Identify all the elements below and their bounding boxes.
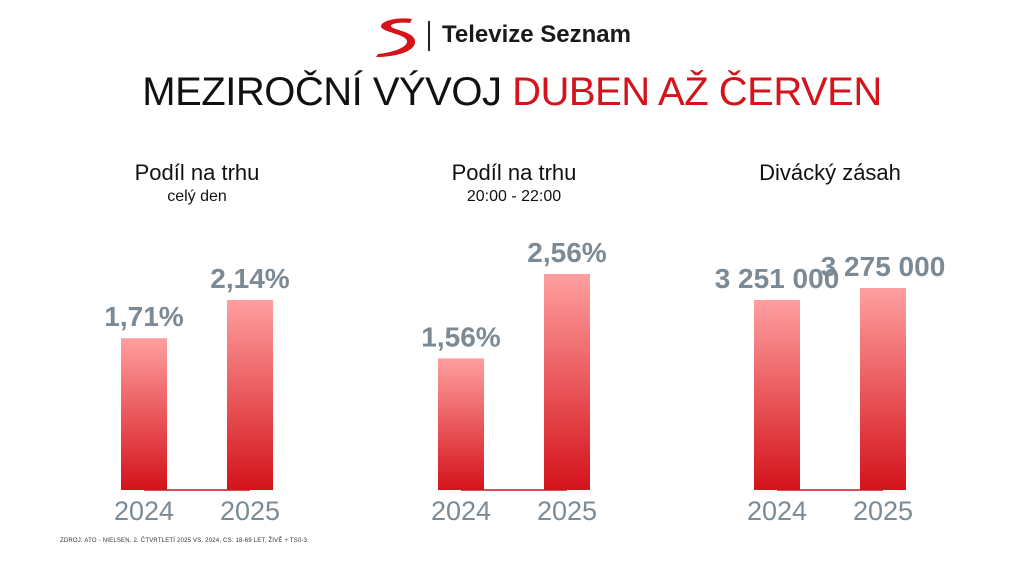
chart-title: Divácký zásah	[759, 160, 901, 185]
brand-separator	[428, 21, 430, 51]
category-label: 2024	[114, 496, 174, 526]
chart-panel-market-share-day: Podíl na trhu celý den 1,71% 2024 2,14% 202…	[47, 150, 347, 530]
value-label: 3 251 000	[715, 263, 840, 294]
bar-chart: 3 251 000 2024 3 275 000 2025	[715, 251, 946, 526]
category-label: 2025	[853, 496, 913, 526]
bar-2025	[544, 274, 590, 490]
header: Televize Seznam	[0, 14, 1024, 58]
category-label: 2024	[431, 496, 491, 526]
chart-subtitle: 20:00 - 22:00	[466, 188, 562, 205]
seznam-s-logo-icon	[376, 18, 416, 57]
bar-2024	[438, 358, 484, 490]
chart-panel-reach: Divácký zásah 3 251 000 2024 3 275 000 2025	[680, 150, 980, 530]
page-title: MEZIROČNÍ VÝVOJ DUBEN AŽ ČERVEN	[0, 70, 1024, 115]
bar-2025	[227, 300, 273, 490]
category-label: 2024	[747, 496, 807, 526]
brand-name: Televize Seznam	[442, 21, 631, 48]
bar-2024	[754, 300, 800, 490]
category-label: 2025	[537, 496, 597, 526]
value-label: 3 275 000	[821, 251, 946, 282]
bar-2024	[121, 338, 167, 490]
title-accent: DUBEN AŽ ČERVEN	[512, 70, 882, 114]
title-main: MEZIROČNÍ VÝVOJ	[142, 70, 502, 114]
chart-subtitle: celý den	[167, 188, 227, 205]
value-label: 1,56%	[421, 321, 500, 352]
bar-chart: 1,71% 2024 2,14% 2025	[104, 263, 289, 526]
value-label: 2,56%	[527, 237, 606, 268]
category-label: 2025	[220, 496, 280, 526]
chart-panel-market-share-prime: Podíl na trhu 20:00 - 22:00 1,56% 2024 2,5…	[364, 150, 664, 530]
value-label: 1,71%	[104, 301, 183, 332]
bar-2025	[860, 288, 906, 490]
value-label: 2,14%	[210, 263, 289, 294]
source-note: ZDROJ: ATO - NIELSEN, 2. ČTVRTLETÍ 2025 …	[60, 538, 308, 544]
bar-chart: 1,56% 2024 2,56% 2025	[421, 237, 606, 526]
chart-title: Podíl na trhu	[451, 160, 577, 185]
chart-title: Podíl na trhu	[134, 160, 260, 185]
